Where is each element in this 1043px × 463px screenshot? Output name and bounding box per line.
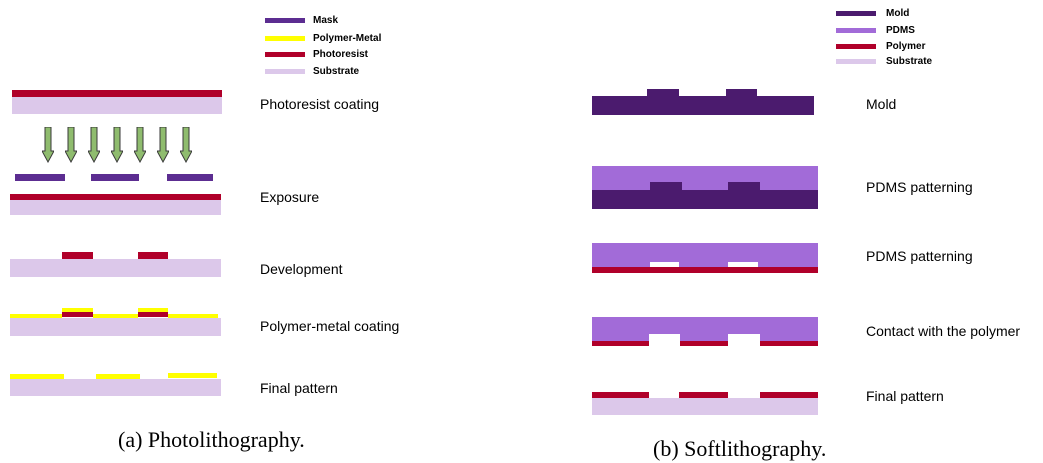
photoresist-pattern [138,312,168,317]
mold-feature [647,89,679,97]
photoresist-layer [12,90,222,97]
uv-arrow-icon [88,127,100,163]
caption-photolithography: (a) Photolithography. [118,427,305,452]
uv-arrow-icon [157,127,169,163]
legend-label-mask: Mask [313,15,339,26]
legend-label-substrate-soft: Substrate [886,56,933,67]
legend-swatch-polymer [836,44,876,49]
substrate-layer [10,379,221,396]
stamp-recess [728,262,758,267]
polymer-metal-layer [168,314,218,318]
caption-softlithography: (b) Softlithography. [653,436,827,461]
step-label-pdms-patterning-1: PDMS patterning [866,179,973,195]
mold-feature [650,182,682,191]
polymer-pattern [592,392,649,398]
step-label-photoresist-coating: Photoresist coating [260,96,380,112]
substrate-layer [10,318,221,336]
polymer-metal-pattern [10,374,64,379]
legend-label-photoresist: Photoresist [313,49,369,60]
mask-segment [91,174,139,181]
pdms-layer [592,166,818,190]
legend-swatch-mask [265,18,305,23]
substrate-layer [12,97,222,114]
polymer-layer [592,267,818,273]
legend-swatch-substrate [265,69,305,74]
step-label-pdms-patterning-2: PDMS patterning [866,248,973,264]
polymer-pattern [592,341,649,346]
photoresist-layer [10,194,221,200]
mask-segment [15,174,65,181]
polymer-metal-layer [10,314,62,318]
substrate-layer [10,200,221,215]
step-label-development: Development [260,261,343,277]
legend-swatch-pdms [836,28,876,33]
legend-swatch-photoresist [265,52,305,57]
photoresist-pattern [62,252,93,259]
pdms-stamp [592,243,818,267]
uv-arrow-icon [111,127,123,163]
legend-label-polymer-metal: Polymer-Metal [313,33,382,44]
step-label-exposure: Exposure [260,189,320,205]
step-label-polymer-metal-coating: Polymer-metal coating [260,318,400,334]
stamp-recess [650,262,679,267]
mold-feature [726,89,757,97]
mold-base [592,190,818,209]
photoresist-pattern [138,252,168,259]
polymer-metal-cap [138,308,168,312]
legend-label-mold: Mold [886,8,910,19]
mold-base [592,96,814,115]
mask-segment [167,174,213,181]
photoresist-pattern [62,312,93,317]
polymer-pattern [679,392,728,398]
legend-swatch-substrate-soft [836,59,876,64]
polymer-pattern [760,392,818,398]
legend-swatch-polymer-metal [265,36,305,41]
mold-feature [728,182,760,191]
uv-arrow-icon [180,127,192,163]
step-label-final-pattern-soft: Final pattern [866,388,944,404]
uv-arrow-icon [42,127,54,163]
step-label-final-pattern: Final pattern [260,380,338,396]
pdms-stamp-foot [680,333,728,341]
substrate-layer [10,259,221,277]
polymer-metal-pattern [96,374,140,379]
legend-swatch-mold [836,11,876,16]
polymer-pattern [680,341,728,346]
legend-label-pdms: PDMS [886,25,915,36]
pdms-stamp-foot [592,333,649,341]
pdms-stamp [592,317,818,334]
polymer-pattern [760,341,818,346]
uv-arrow-icon [134,127,146,163]
polymer-metal-pattern [168,373,217,378]
legend-label-polymer: Polymer [886,41,926,52]
polymer-metal-cap [62,308,93,312]
polymer-metal-layer [93,314,138,318]
step-label-mold: Mold [866,96,897,112]
pdms-stamp-foot [760,333,818,341]
legend-label-substrate: Substrate [313,66,360,77]
uv-arrow-icon [65,127,77,163]
step-label-contact: Contact with the polymer [866,323,1021,339]
substrate-layer [592,398,818,415]
